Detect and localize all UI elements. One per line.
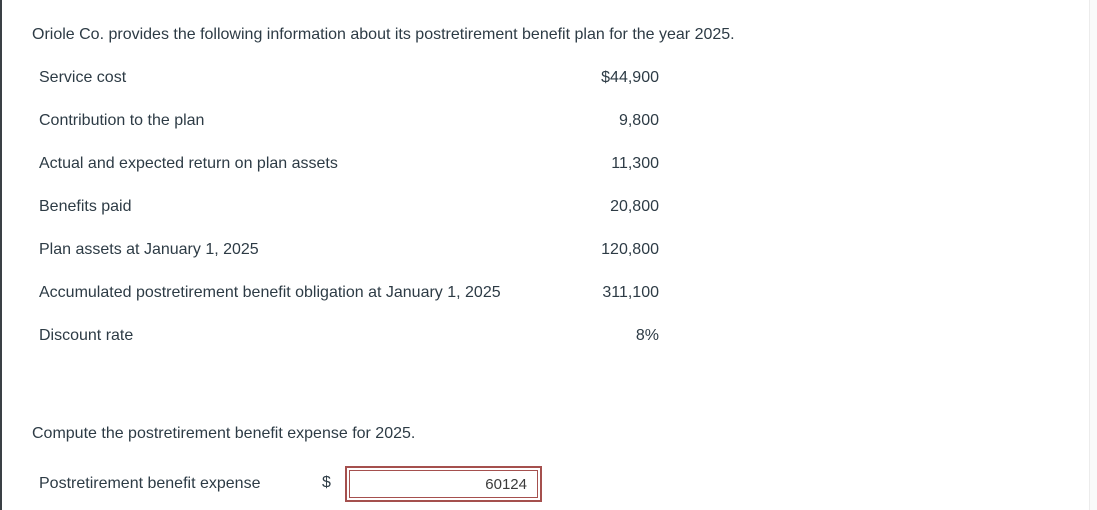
row-value: 120,800 bbox=[601, 240, 659, 258]
question-text: Compute the postretirement benefit expen… bbox=[32, 425, 416, 442]
dollar-sign: $ bbox=[322, 474, 331, 491]
row-label: Accumulated postretirement benefit oblig… bbox=[39, 283, 501, 301]
row-value: $44,900 bbox=[601, 68, 659, 86]
table-row: Plan assets at January 1, 2025 120,800 bbox=[39, 228, 659, 271]
benefit-plan-info-table: Service cost $44,900 Contribution to the… bbox=[39, 56, 659, 357]
row-label: Benefits paid bbox=[39, 197, 132, 215]
row-value: 8% bbox=[635, 326, 659, 344]
scrollbar-track[interactable] bbox=[1089, 0, 1097, 510]
row-value: 20,800 bbox=[610, 197, 659, 215]
problem-statement: Oriole Co. provides the following inform… bbox=[32, 26, 735, 43]
row-value: 11,300 bbox=[611, 154, 659, 172]
table-row: Discount rate 8% bbox=[39, 314, 659, 357]
row-value: 311,100 bbox=[602, 283, 659, 301]
answer-row: Postretirement benefit expense $ bbox=[2, 466, 702, 502]
answer-label: Postretirement benefit expense bbox=[39, 475, 261, 492]
table-row: Actual and expected return on plan asset… bbox=[39, 142, 659, 185]
answer-input-frame bbox=[345, 466, 542, 502]
table-row: Service cost $44,900 bbox=[39, 56, 659, 99]
row-label: Actual and expected return on plan asset… bbox=[39, 154, 338, 172]
row-label: Plan assets at January 1, 2025 bbox=[39, 240, 259, 258]
table-row: Accumulated postretirement benefit oblig… bbox=[39, 271, 659, 314]
row-value: 9,800 bbox=[618, 111, 659, 129]
answer-input[interactable] bbox=[349, 470, 538, 498]
table-row: Benefits paid 20,800 bbox=[39, 185, 659, 228]
row-label: Contribution to the plan bbox=[39, 111, 205, 129]
row-label: Service cost bbox=[39, 68, 127, 86]
row-label: Discount rate bbox=[39, 326, 134, 344]
table-row: Contribution to the plan 9,800 bbox=[39, 99, 659, 142]
